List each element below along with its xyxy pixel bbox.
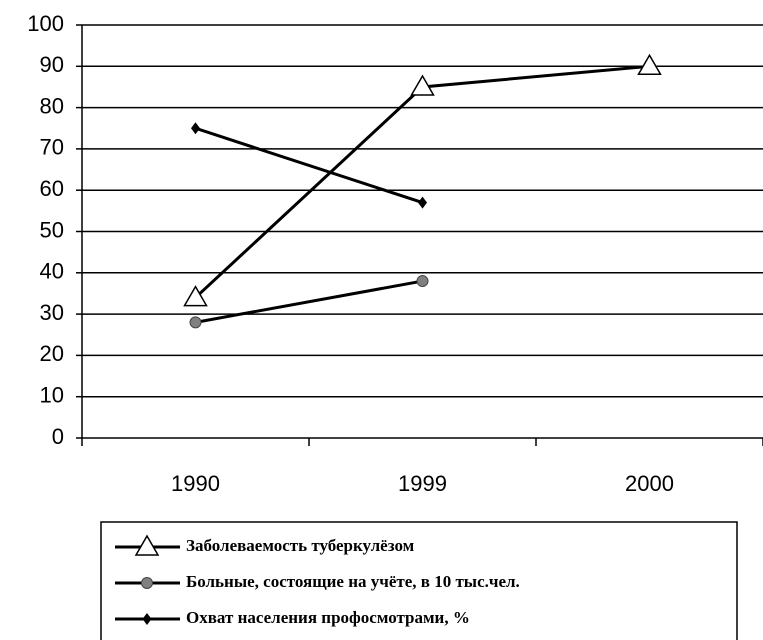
y-tick-label: 80 <box>40 93 64 118</box>
marker <box>134 534 160 556</box>
legend-label: Больные, состоящие на учёте, в 10 тыс.че… <box>186 572 520 591</box>
y-tick-label: 10 <box>40 383 64 408</box>
y-tick-label: 70 <box>40 135 64 160</box>
marker <box>189 316 202 329</box>
legend-label: Заболеваемость туберкулёзом <box>186 536 415 555</box>
y-tick-label: 90 <box>40 52 64 77</box>
y-tick-label: 50 <box>40 217 64 242</box>
legend-box <box>100 521 738 640</box>
series-line <box>195 279 423 324</box>
marker <box>410 74 435 96</box>
series-line <box>195 126 423 205</box>
legend-label: Охват населения профосмотрами, % <box>186 608 470 627</box>
marker <box>418 196 427 209</box>
marker <box>416 275 429 288</box>
x-tick-label: 1990 <box>171 471 220 496</box>
marker <box>183 285 208 307</box>
marker <box>637 53 662 76</box>
x-tick-label: 1999 <box>398 471 447 496</box>
y-tick-label: 60 <box>40 176 64 201</box>
y-tick-label: 40 <box>40 259 64 284</box>
x-tick-label: 2000 <box>625 471 674 496</box>
marker <box>142 613 152 625</box>
y-tick-label: 0 <box>52 424 64 449</box>
marker <box>191 122 200 135</box>
series-line <box>194 64 650 299</box>
marker <box>141 577 153 589</box>
y-tick-label: 20 <box>40 341 64 366</box>
y-tick-label: 100 <box>27 11 64 36</box>
y-tick-label: 30 <box>40 300 64 325</box>
